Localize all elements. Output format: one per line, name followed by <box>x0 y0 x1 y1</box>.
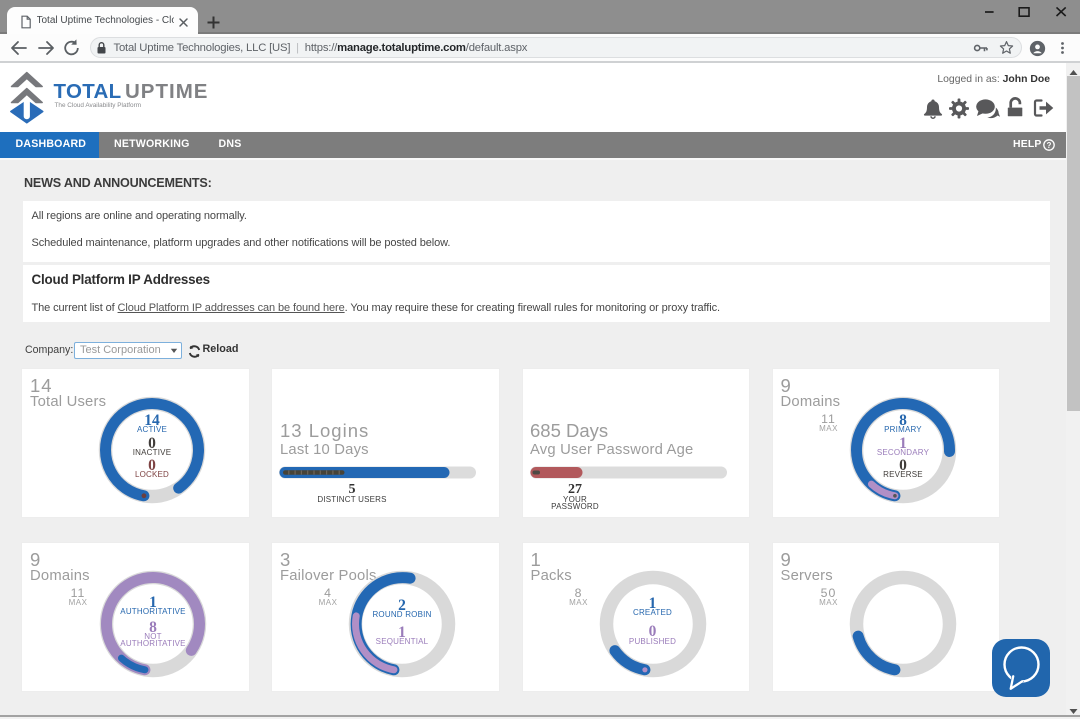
svg-text:?: ? <box>1046 141 1051 150</box>
